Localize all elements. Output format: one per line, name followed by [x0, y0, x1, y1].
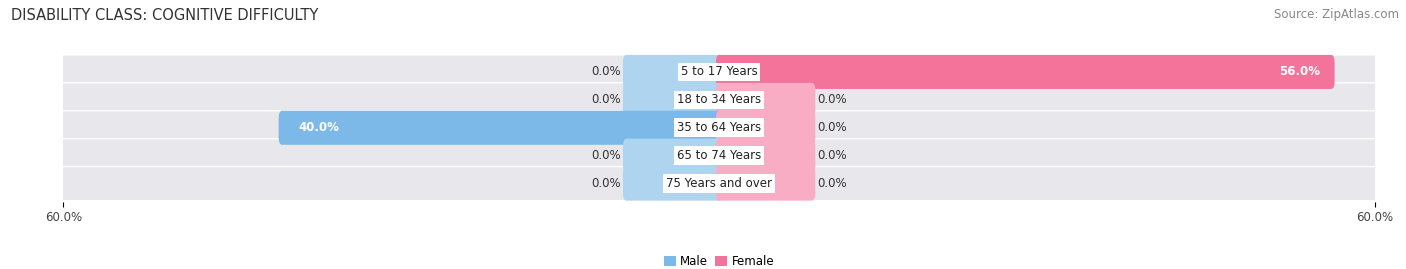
FancyBboxPatch shape: [60, 111, 723, 145]
FancyBboxPatch shape: [60, 167, 723, 201]
Text: 0.0%: 0.0%: [817, 177, 848, 190]
Legend: Male, Female: Male, Female: [659, 250, 779, 269]
Text: 18 to 34 Years: 18 to 34 Years: [678, 93, 761, 106]
Text: 0.0%: 0.0%: [591, 93, 621, 106]
Text: 65 to 74 Years: 65 to 74 Years: [678, 149, 761, 162]
Text: 0.0%: 0.0%: [591, 65, 621, 79]
Text: Source: ZipAtlas.com: Source: ZipAtlas.com: [1274, 8, 1399, 21]
Text: 0.0%: 0.0%: [817, 93, 848, 106]
FancyBboxPatch shape: [623, 139, 723, 173]
FancyBboxPatch shape: [716, 167, 815, 201]
FancyBboxPatch shape: [716, 83, 1378, 117]
Text: 0.0%: 0.0%: [817, 121, 848, 134]
Text: 35 to 64 Years: 35 to 64 Years: [678, 121, 761, 134]
Text: 5 to 17 Years: 5 to 17 Years: [681, 65, 758, 79]
FancyBboxPatch shape: [716, 167, 1378, 201]
Text: 40.0%: 40.0%: [298, 121, 339, 134]
Text: DISABILITY CLASS: COGNITIVE DIFFICULTY: DISABILITY CLASS: COGNITIVE DIFFICULTY: [11, 8, 319, 23]
FancyBboxPatch shape: [716, 83, 815, 117]
FancyBboxPatch shape: [60, 55, 723, 89]
FancyBboxPatch shape: [623, 55, 723, 89]
FancyBboxPatch shape: [716, 111, 815, 145]
FancyBboxPatch shape: [623, 83, 723, 117]
FancyBboxPatch shape: [716, 111, 1378, 145]
FancyBboxPatch shape: [60, 83, 723, 117]
Text: 75 Years and over: 75 Years and over: [666, 177, 772, 190]
FancyBboxPatch shape: [716, 55, 1334, 89]
FancyBboxPatch shape: [716, 139, 815, 173]
Text: 0.0%: 0.0%: [591, 177, 621, 190]
Text: 0.0%: 0.0%: [591, 149, 621, 162]
Text: 0.0%: 0.0%: [817, 149, 848, 162]
FancyBboxPatch shape: [60, 139, 723, 173]
FancyBboxPatch shape: [716, 55, 1378, 89]
FancyBboxPatch shape: [716, 139, 1378, 173]
FancyBboxPatch shape: [623, 167, 723, 201]
Text: 56.0%: 56.0%: [1279, 65, 1320, 79]
FancyBboxPatch shape: [278, 111, 723, 145]
